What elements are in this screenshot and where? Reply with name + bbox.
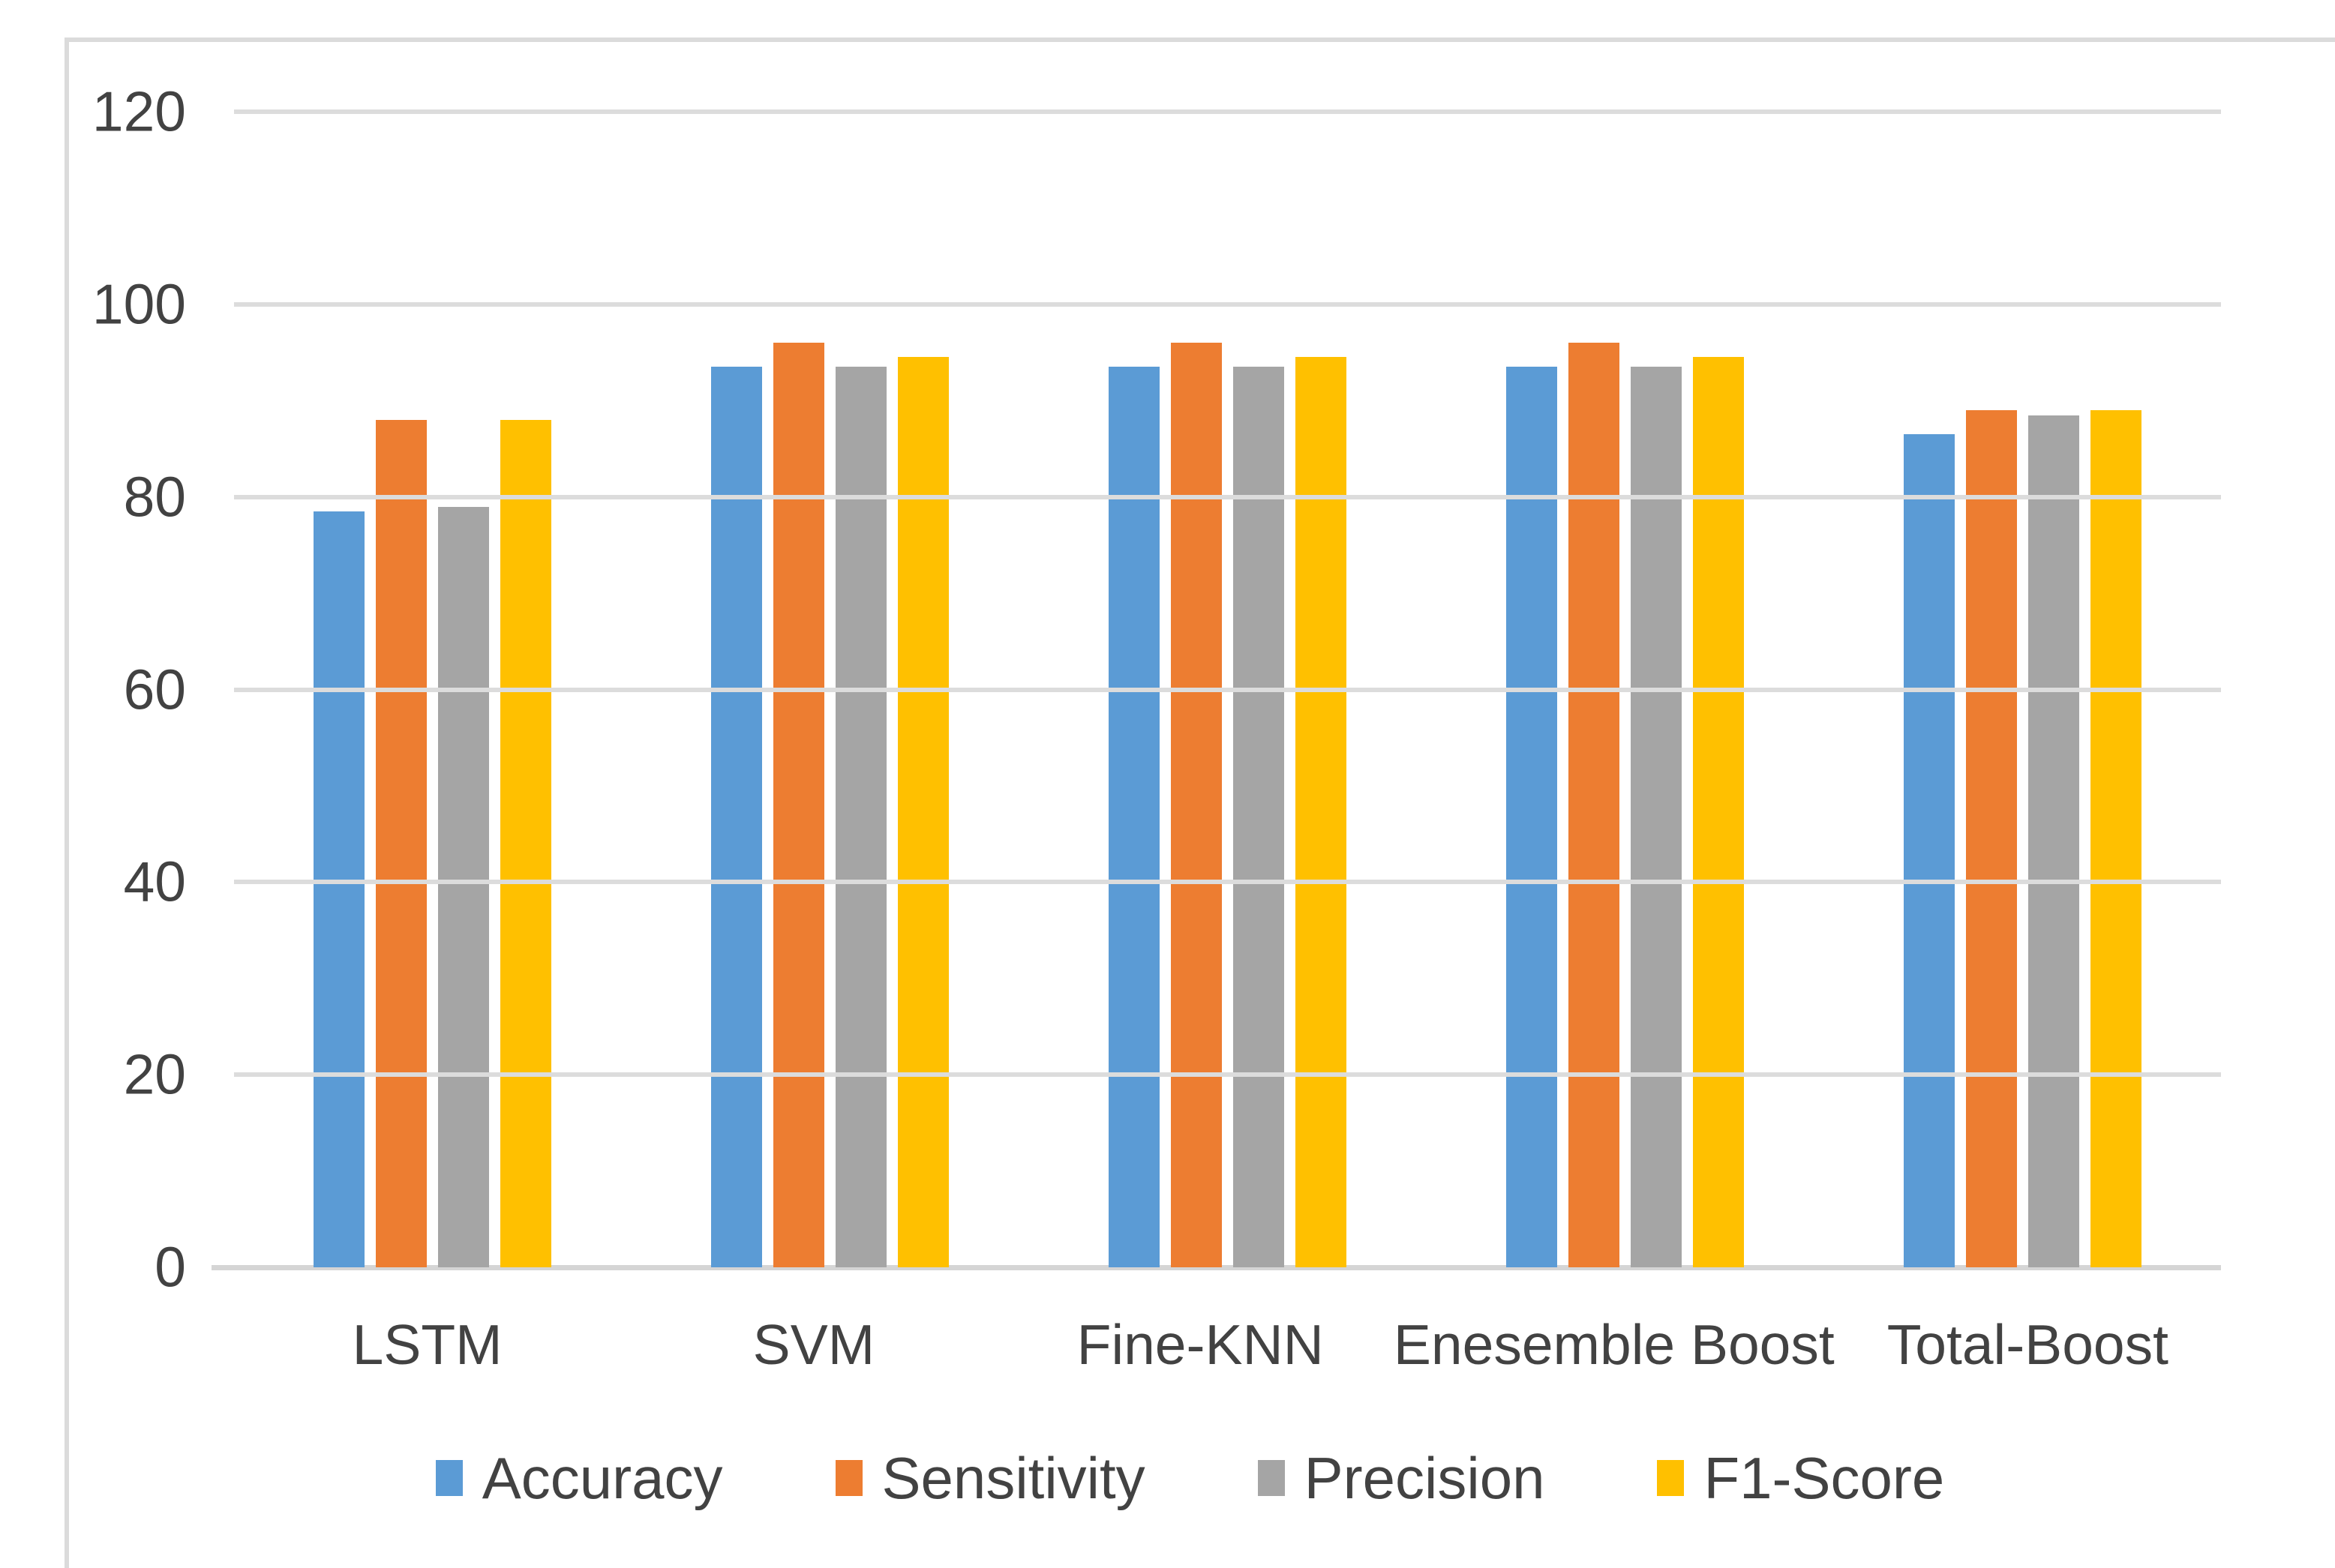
bar-f1-score-svm [898, 357, 950, 1267]
bar-f1-score-total-boost [2090, 410, 2141, 1267]
bar-precision-fine-knn [1232, 367, 1284, 1267]
legend-label-sensitivity: Sensitivity [881, 1445, 1145, 1511]
x-axis-label-lstm: LSTM [352, 1313, 503, 1376]
bar-sensitivity-svm [773, 343, 825, 1267]
gridline-40 [234, 880, 2221, 885]
x-axis-label-enesemble-boost: Enesemble Boost [1393, 1313, 1835, 1376]
bar-group-svm [632, 112, 1029, 1267]
bar-sensitivity-total-boost [1965, 410, 2017, 1267]
legend-item-f1-score: F1-Score [1657, 1449, 1944, 1507]
y-tick-label-20: 20 [123, 1042, 186, 1106]
gridline-60 [234, 687, 2221, 692]
legend-label-accuracy: Accuracy [482, 1445, 723, 1511]
bar-accuracy-lstm [314, 511, 365, 1267]
bar-precision-total-boost [2027, 415, 2079, 1267]
bar-precision-svm [836, 367, 887, 1267]
bar-f1-score-enesemble-boost [1692, 357, 1744, 1267]
legend-label-precision: Precision [1304, 1445, 1545, 1511]
y-tick-label-120: 120 [92, 79, 186, 143]
bar-accuracy-enesemble-boost [1505, 367, 1557, 1267]
bar-groups [234, 112, 2221, 1267]
bar-group-total-boost [1823, 112, 2221, 1267]
gridline-100 [234, 301, 2221, 307]
chart-border-left [65, 37, 69, 1568]
plot-area [212, 109, 2221, 1270]
y-tick-label-60: 60 [123, 658, 186, 721]
x-axis-label-fine-knn: Fine-KNN [1076, 1313, 1324, 1376]
bar-precision-lstm [438, 506, 490, 1267]
bar-sensitivity-enesemble-boost [1568, 343, 1619, 1267]
y-tick-label-0: 0 [155, 1235, 186, 1299]
legend-marker-precision [1257, 1460, 1285, 1496]
bar-sensitivity-fine-knn [1170, 343, 1222, 1267]
gridline-120 [234, 109, 2221, 114]
bar-f1-score-lstm [500, 419, 552, 1267]
bar-f1-score-fine-knn [1295, 357, 1346, 1267]
x-axis-line [212, 1265, 2221, 1270]
x-axis-label-total-boost: Total-Boost [1886, 1313, 2168, 1376]
legend-marker-accuracy [435, 1460, 463, 1496]
legend-item-sensitivity: Sensitivity [835, 1445, 1145, 1511]
bar-accuracy-svm [711, 367, 763, 1267]
legend-item-precision: Precision [1257, 1445, 1545, 1511]
chart-border-top [65, 37, 2335, 42]
gridline-80 [234, 494, 2221, 499]
y-axis: 120 100 80 60 40 20 0 [0, 83, 186, 1295]
y-tick-label-40: 40 [123, 850, 186, 913]
bar-group-lstm [234, 112, 632, 1267]
bar-accuracy-fine-knn [1108, 367, 1160, 1267]
legend-label-f1-score: F1-Score [1703, 1445, 1945, 1511]
legend-item-accuracy: Accuracy [435, 1445, 723, 1511]
x-axis-label-svm: SVM [752, 1313, 875, 1376]
x-axis-labels: LSTM SVM Fine-KNN Enesemble Boost Total-Boos… [234, 1314, 2221, 1376]
bar-sensitivity-lstm [376, 419, 428, 1267]
legend-marker-sensitivity [835, 1460, 863, 1496]
y-tick-label-80: 80 [123, 465, 186, 529]
bar-precision-enesemble-boost [1630, 367, 1682, 1267]
y-tick-label-100: 100 [92, 272, 186, 336]
legend: Accuracy Sensitivity Precision F1-Score [0, 1437, 2335, 1519]
bar-accuracy-total-boost [1903, 434, 1955, 1267]
gridline-20 [234, 1072, 2221, 1078]
legend-marker-f1-score [1657, 1460, 1685, 1496]
